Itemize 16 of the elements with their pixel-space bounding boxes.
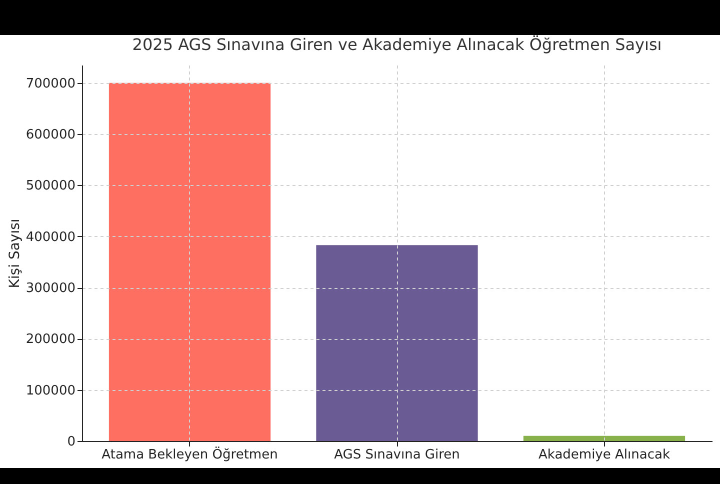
- bar: [523, 436, 686, 441]
- x-tick-label: Akademiye Alınacak: [538, 448, 670, 462]
- y-tick-label: 600000: [26, 128, 76, 143]
- x-tick-label: Atama Bekleyen Öğretmen: [102, 446, 278, 462]
- bar: [108, 82, 271, 441]
- y-tick-label: 200000: [26, 332, 76, 348]
- chart-title: 2025 AGS Sınavına Giren ve Akademiye Alınacak Öğretmen Sayısı: [132, 35, 662, 54]
- y-tick-label: 300000: [26, 281, 76, 296]
- y-axis-title: Kişi Sayısı: [6, 218, 23, 288]
- bar: [316, 245, 478, 441]
- y-tick-label: 500000: [26, 178, 76, 194]
- y-tick-label: 700000: [26, 76, 76, 92]
- y-tick-label: 0: [67, 434, 76, 450]
- y-tick-label: 100000: [26, 383, 76, 398]
- y-tick-label: 400000: [26, 230, 76, 245]
- x-tick-label: AGS Sınavına Giren: [334, 448, 460, 462]
